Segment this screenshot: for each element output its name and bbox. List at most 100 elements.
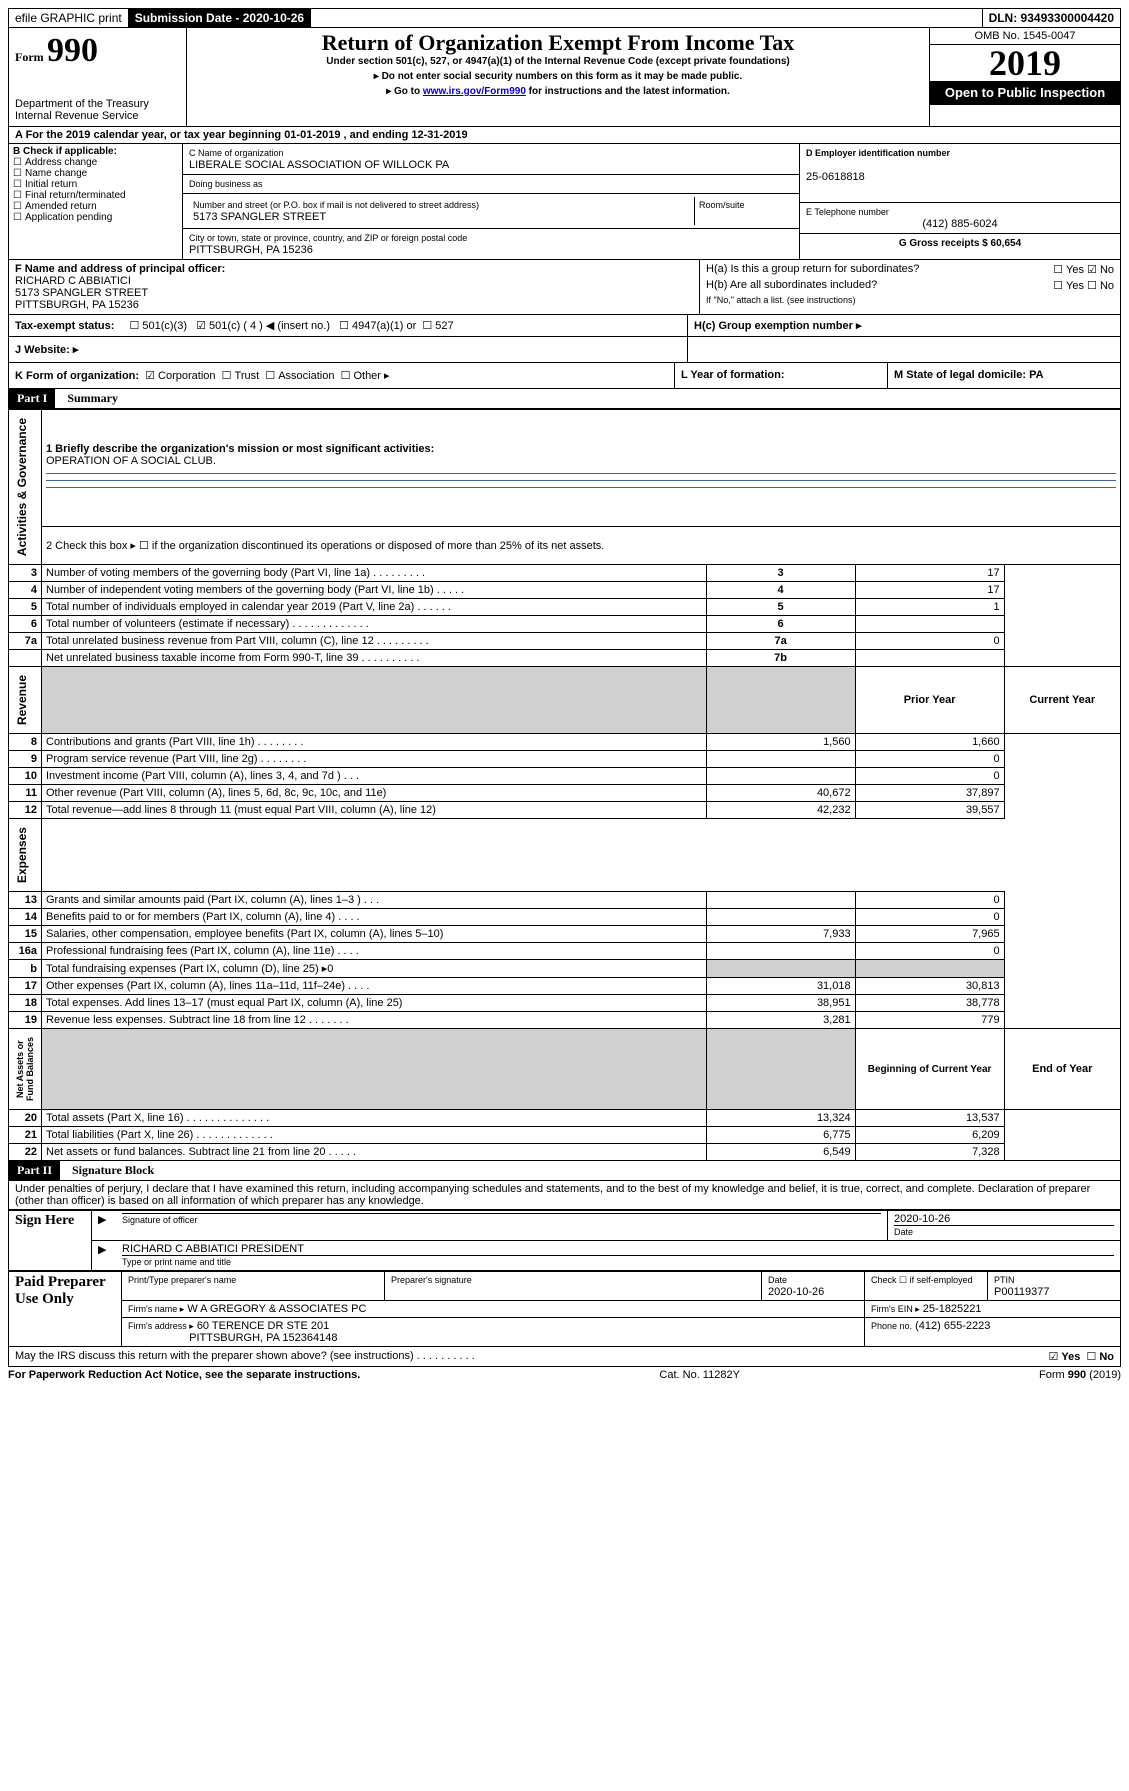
chk-501c[interactable] <box>196 320 209 332</box>
addr-lbl: Number and street (or P.O. box if mail i… <box>193 200 479 210</box>
form990-link[interactable]: www.irs.gov/Form990 <box>423 86 526 97</box>
prior-val: 1,560 <box>706 734 855 751</box>
chk-assoc[interactable] <box>265 370 278 382</box>
firm-addr2: PITTSBURGH, PA 152364148 <box>189 1332 337 1344</box>
prior-val <box>706 892 855 909</box>
col-c: C Name of organization LIBERALE SOCIAL A… <box>183 144 800 259</box>
vlabel-na: Net Assets or Fund Balances <box>13 1031 37 1107</box>
line-text: Program service revenue (Part VIII, line… <box>42 751 707 768</box>
part1-badge: Part I <box>9 389 55 408</box>
prior-val: 7,933 <box>706 926 855 943</box>
form-number: 990 <box>47 32 98 69</box>
prior-val: 42,232 <box>706 802 855 819</box>
firm-lbl: Firm's name ▸ <box>128 1304 184 1314</box>
line-text: Net assets or fund balances. Subtract li… <box>42 1144 707 1161</box>
open-public: Open to Public Inspection <box>930 81 1120 105</box>
line-no: 18 <box>9 995 42 1012</box>
dba-lbl: Doing business as <box>189 179 263 189</box>
ein-cell: D Employer identification number 25-0618… <box>800 144 1120 203</box>
efile-header: efile GRAPHIC print Submission Date - 20… <box>8 8 1121 28</box>
prior-val: 31,018 <box>706 978 855 995</box>
curr-val: 7,965 <box>855 926 1004 943</box>
chk-corp[interactable] <box>145 370 158 382</box>
ans-val: 0 <box>855 633 1004 650</box>
line-text: Other revenue (Part VIII, column (A), li… <box>42 785 707 802</box>
prior-val <box>706 751 855 768</box>
b-header: B Check if applicable: <box>13 146 117 157</box>
foot-left: For Paperwork Reduction Act Notice, see … <box>8 1369 360 1381</box>
curr-val: 13,537 <box>855 1110 1004 1127</box>
line-no: 14 <box>9 909 42 926</box>
firm-ein-lbl: Firm's EIN ▸ <box>871 1304 920 1314</box>
prep-name-lbl: Print/Type preparer's name <box>128 1275 236 1285</box>
hb-text: H(b) Are all subordinates included? <box>706 279 877 292</box>
line-text: Total revenue—add lines 8 through 11 (mu… <box>42 802 707 819</box>
line-no: 19 <box>9 1012 42 1029</box>
curr-val: 0 <box>855 943 1004 960</box>
hb-no[interactable] <box>1087 280 1100 292</box>
officer-city: PITTSBURGH, PA 15236 <box>15 299 139 311</box>
chk-other[interactable] <box>341 370 354 382</box>
ha-text: H(a) Is this a group return for subordin… <box>706 263 919 276</box>
part1-title: Summary <box>67 391 118 406</box>
curr-val: 0 <box>855 768 1004 785</box>
prior-val: 6,549 <box>706 1144 855 1161</box>
form-990-page: efile GRAPHIC print Submission Date - 20… <box>8 8 1121 1381</box>
line-text: Grants and similar amounts paid (Part IX… <box>42 892 707 909</box>
dept-treasury: Department of the Treasury <box>15 98 180 110</box>
subtitle-2: ▸ Do not enter social security numbers o… <box>193 71 923 82</box>
efile-label: efile GRAPHIC print <box>9 9 129 27</box>
line-text: Total number of individuals employed in … <box>42 599 707 616</box>
org-name: LIBERALE SOCIAL ASSOCIATION OF WILLOCK P… <box>189 159 449 171</box>
part2-title: Signature Block <box>72 1163 154 1178</box>
chk-initial-return[interactable] <box>13 179 25 190</box>
line-no: 21 <box>9 1127 42 1144</box>
chk-amended[interactable] <box>13 201 25 212</box>
curr-val: 0 <box>855 751 1004 768</box>
ha-no[interactable] <box>1087 264 1100 276</box>
c-name-lbl: C Name of organization <box>189 148 284 158</box>
chk-address-change[interactable] <box>13 157 25 168</box>
chk-501c3[interactable] <box>130 320 143 332</box>
vlabel-exp: Expenses <box>13 821 31 889</box>
prior-val <box>706 768 855 785</box>
k-lbl: K Form of organization: <box>15 370 139 382</box>
line-text: Total liabilities (Part X, line 26) . . … <box>42 1127 707 1144</box>
vlabel-ag: Activities & Governance <box>13 412 31 562</box>
prep-date-lbl: Date <box>768 1275 787 1285</box>
phone: (412) 885-6024 <box>806 218 1114 230</box>
form-label: Form <box>15 50 44 64</box>
ptin: P00119377 <box>994 1286 1049 1298</box>
i-lbl: Tax-exempt status: <box>15 320 114 332</box>
foot-mid: Cat. No. 11282Y <box>659 1369 740 1381</box>
firm-addr1: 60 TERENCE DR STE 201 <box>197 1320 329 1332</box>
street-address: 5173 SPANGLER STREET <box>193 211 326 223</box>
chk-527[interactable] <box>422 320 435 332</box>
curr-val: 779 <box>855 1012 1004 1029</box>
ha-yes[interactable] <box>1053 264 1066 276</box>
hc-text: H(c) Group exemption number ▸ <box>694 320 861 332</box>
line-text: Number of independent voting members of … <box>42 582 707 599</box>
ans-no: 7a <box>706 633 855 650</box>
chk-app-pending[interactable] <box>13 212 25 223</box>
discuss-no[interactable] <box>1086 1351 1099 1363</box>
firm-phone: (412) 655-2223 <box>915 1320 990 1332</box>
paid-preparer-hdr: Paid Preparer Use Only <box>9 1272 122 1347</box>
line-no: 9 <box>9 751 42 768</box>
hb-yes[interactable] <box>1053 280 1066 292</box>
line-no: 7a <box>9 633 42 650</box>
f-cell: F Name and address of principal officer:… <box>9 260 700 314</box>
chk-name-change[interactable] <box>13 168 25 179</box>
discuss-yes[interactable] <box>1048 1351 1061 1363</box>
chk-final-return[interactable] <box>13 190 25 201</box>
i-row: Tax-exempt status: 501(c)(3) 501(c) ( 4 … <box>8 315 1121 337</box>
line-no: 16a <box>9 943 42 960</box>
hb-note: If "No," attach a list. (see instruction… <box>700 295 1120 308</box>
line-text: Total expenses. Add lines 13–17 (must eq… <box>42 995 707 1012</box>
line-no: 20 <box>9 1110 42 1127</box>
line-no: 8 <box>9 734 42 751</box>
f-lbl: F Name and address of principal officer: <box>15 263 225 275</box>
line-no: 10 <box>9 768 42 785</box>
chk-trust[interactable] <box>222 370 235 382</box>
chk-4947[interactable] <box>339 320 352 332</box>
